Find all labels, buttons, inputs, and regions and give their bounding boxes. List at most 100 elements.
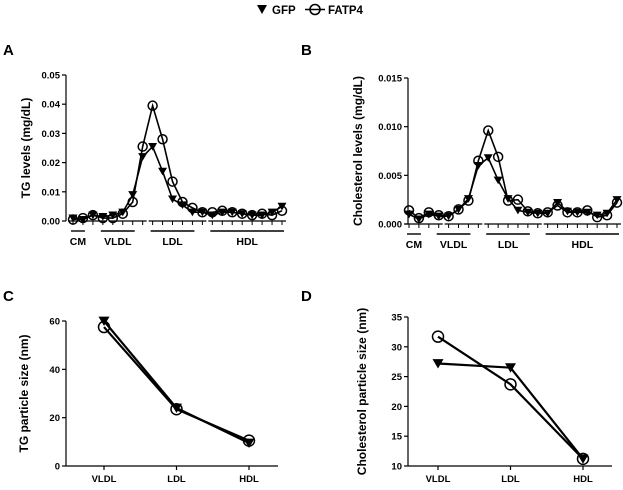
data-point-fatp4 — [97, 320, 111, 334]
group-label: HDL — [236, 236, 258, 248]
y-tick-label: 0.015 — [378, 74, 402, 85]
data-point-fatp4 — [504, 378, 517, 391]
group-label: CM — [406, 239, 423, 251]
data-point-fatp4 — [532, 208, 544, 219]
data-point-gfp — [217, 208, 227, 217]
data-point-gfp — [434, 212, 444, 221]
panel-letter-c: C — [3, 288, 14, 305]
data-point-gfp — [243, 438, 255, 448]
data-point-gfp — [577, 454, 589, 464]
data-point-fatp4 — [591, 211, 603, 223]
group-label: VLDL — [440, 239, 468, 251]
data-point-fatp4 — [576, 452, 590, 466]
data-point-fatp4 — [542, 207, 553, 218]
data-point-fatp4 — [97, 212, 109, 224]
data-point-fatp4 — [127, 196, 138, 208]
data-point-fatp4 — [207, 206, 218, 218]
x-tick-label: VLDL — [426, 474, 451, 485]
y-axis-title: Cholesterol levels (mg/dL) — [351, 76, 365, 226]
data-point-gfp — [158, 167, 168, 176]
data-point-gfp — [505, 363, 516, 373]
chart-c-tg-particle-size: 0 20 40 60 TG particle size (nm) VLDL LDL HDL — [17, 317, 278, 485]
data-point-gfp — [562, 207, 572, 216]
data-point-fatp4 — [552, 200, 563, 211]
data-point-fatp4 — [473, 155, 484, 166]
y-tick-label: 35 — [391, 313, 402, 324]
data-point-gfp — [493, 176, 503, 185]
data-point-fatp4 — [611, 197, 623, 208]
data-point-fatp4 — [147, 100, 158, 111]
y-tick-label: 0.03 — [42, 129, 61, 140]
legend: GFP FATP4 — [257, 3, 364, 17]
legend-fatp4-label: FATP4 — [328, 5, 364, 17]
y-tick-label: 0.01 — [42, 187, 61, 198]
data-point-fatp4 — [177, 196, 188, 208]
panel-letter-a: A — [3, 42, 14, 59]
chart-b-cholesterol-levels: 0.000 0.005 0.010 0.015 Cholesterol levels (… — [351, 74, 623, 251]
data-point-fatp4 — [522, 206, 534, 217]
data-point-gfp — [543, 209, 553, 218]
data-point-gfp — [118, 208, 128, 217]
data-point-gfp — [483, 154, 493, 162]
series-line-gfp — [103, 320, 250, 445]
data-point-gfp — [207, 211, 217, 220]
data-point-fatp4 — [217, 205, 228, 217]
group-label: CM — [70, 236, 87, 248]
y-tick-label: 20 — [391, 402, 402, 413]
data-point-gfp — [148, 142, 158, 151]
y-tick-label: 20 — [49, 413, 60, 424]
x-tick-label: HDL — [239, 474, 259, 485]
data-point-gfp — [98, 213, 108, 221]
y-tick-label: 30 — [391, 342, 402, 353]
data-point-fatp4 — [431, 330, 445, 343]
data-point-gfp — [227, 208, 237, 217]
data-point-fatp4 — [117, 208, 129, 219]
data-point-gfp — [424, 210, 434, 219]
data-point-gfp — [257, 211, 267, 220]
data-point-gfp — [444, 212, 454, 221]
data-point-fatp4 — [463, 195, 474, 206]
y-tick-label: 0.000 — [378, 220, 402, 231]
data-point-gfp — [177, 201, 187, 209]
data-point-fatp4 — [582, 205, 593, 216]
data-point-fatp4 — [137, 141, 148, 152]
data-point-fatp4 — [572, 207, 583, 218]
x-tick-label: HDL — [573, 474, 593, 485]
data-point-fatp4 — [187, 202, 198, 214]
data-point-fatp4 — [170, 402, 183, 416]
data-point-fatp4 — [107, 212, 119, 224]
data-point-fatp4 — [403, 205, 415, 216]
series-line-fatp4 — [437, 335, 584, 460]
data-point-gfp — [88, 211, 98, 220]
data-point-gfp — [168, 195, 178, 204]
group-label: LDL — [498, 239, 519, 251]
y-tick-label: 0.05 — [42, 71, 61, 82]
y-tick-label: 40 — [49, 365, 60, 376]
data-point-gfp — [237, 210, 247, 218]
chart-d-cholesterol-particle-size: 10 15 20 25 30 35 Cholesterol particle size (n… — [355, 308, 612, 485]
y-tick-label: 0.04 — [42, 100, 61, 111]
data-point-fatp4 — [443, 210, 454, 222]
data-point-gfp — [414, 215, 424, 224]
data-point-gfp — [78, 215, 88, 224]
data-point-gfp — [432, 359, 444, 369]
data-point-fatp4 — [562, 207, 573, 218]
x-tick-label: LDL — [167, 474, 186, 485]
x-tick-label: VLDL — [92, 474, 117, 485]
data-point-fatp4 — [512, 194, 524, 205]
panel-letter-b: B — [301, 42, 312, 59]
data-point-gfp — [582, 208, 592, 217]
data-point-fatp4 — [157, 133, 168, 145]
data-point-fatp4 — [413, 212, 425, 224]
data-point-gfp — [197, 208, 207, 217]
data-point-fatp4 — [423, 207, 435, 218]
data-point-fatp4 — [266, 209, 278, 221]
data-point-fatp4 — [492, 151, 504, 163]
data-point-fatp4 — [601, 209, 613, 221]
data-point-fatp4 — [453, 204, 464, 215]
data-point-gfp — [454, 205, 464, 214]
data-point-gfp — [533, 209, 543, 218]
data-point-gfp — [171, 403, 182, 413]
y-axis-title: Cholesterol particle size (nm) — [355, 308, 369, 475]
y-tick-label: 0 — [55, 462, 60, 473]
